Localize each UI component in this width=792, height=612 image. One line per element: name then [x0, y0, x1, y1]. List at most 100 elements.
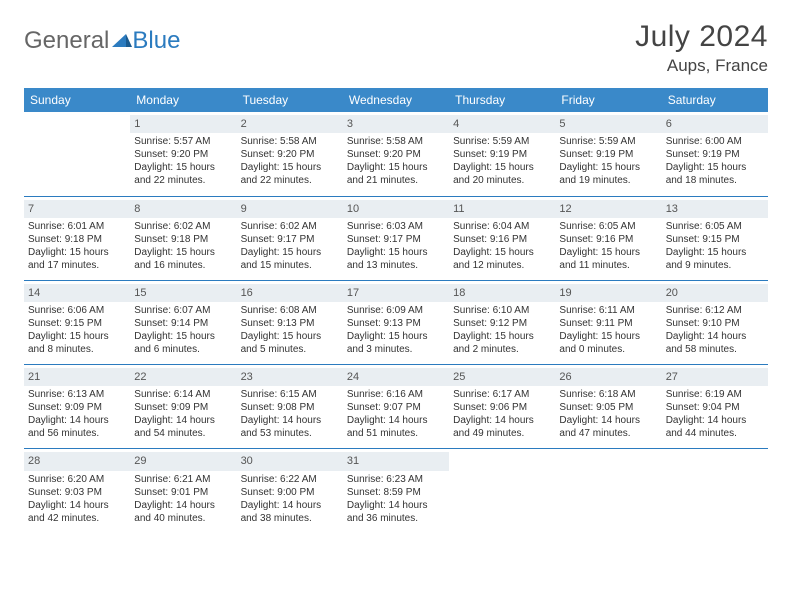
day-details: Sunrise: 5:58 AMSunset: 9:20 PMDaylight:… — [347, 135, 445, 187]
day-detail-line: and 2 minutes. — [453, 343, 551, 356]
day-detail-line: Sunset: 9:06 PM — [453, 401, 551, 414]
day-detail-line: Daylight: 15 hours — [453, 330, 551, 343]
logo-mark-icon — [112, 28, 132, 52]
month-title: July 2024 — [635, 20, 768, 54]
day-number: 10 — [343, 200, 449, 218]
day-detail-line: and 40 minutes. — [134, 512, 232, 525]
day-number: 9 — [237, 200, 343, 218]
day-number: 29 — [130, 452, 236, 470]
day-detail-line: and 12 minutes. — [453, 259, 551, 272]
day-detail-line: Sunrise: 6:02 AM — [241, 220, 339, 233]
day-detail-line: Sunrise: 6:23 AM — [347, 473, 445, 486]
logo: GeneralBlue — [24, 20, 180, 54]
calendar-cell: 8Sunrise: 6:02 AMSunset: 9:18 PMDaylight… — [130, 196, 236, 280]
calendar-cell: 25Sunrise: 6:17 AMSunset: 9:06 PMDayligh… — [449, 365, 555, 449]
calendar-cell: 22Sunrise: 6:14 AMSunset: 9:09 PMDayligh… — [130, 365, 236, 449]
day-detail-line: Sunrise: 6:10 AM — [453, 304, 551, 317]
day-detail-line: Sunrise: 6:14 AM — [134, 388, 232, 401]
day-detail-line: Sunrise: 5:59 AM — [453, 135, 551, 148]
weekday-header: Friday — [555, 88, 661, 112]
day-detail-line: and 20 minutes. — [453, 174, 551, 187]
day-detail-line: and 56 minutes. — [28, 427, 126, 440]
calendar-cell: 24Sunrise: 6:16 AMSunset: 9:07 PMDayligh… — [343, 365, 449, 449]
day-detail-line: Daylight: 15 hours — [559, 161, 657, 174]
day-detail-line: Sunset: 9:01 PM — [134, 486, 232, 499]
day-details: Sunrise: 6:05 AMSunset: 9:15 PMDaylight:… — [666, 220, 764, 272]
day-detail-line: Daylight: 14 hours — [559, 414, 657, 427]
day-number: 27 — [662, 368, 768, 386]
logo-text-2: Blue — [132, 29, 180, 53]
calendar-cell: 9Sunrise: 6:02 AMSunset: 9:17 PMDaylight… — [237, 196, 343, 280]
day-detail-line: and 22 minutes. — [134, 174, 232, 187]
day-detail-line: Sunset: 9:19 PM — [453, 148, 551, 161]
day-detail-line: Daylight: 14 hours — [134, 414, 232, 427]
day-detail-line: Sunrise: 6:07 AM — [134, 304, 232, 317]
day-details: Sunrise: 6:04 AMSunset: 9:16 PMDaylight:… — [453, 220, 551, 272]
calendar-body: 1Sunrise: 5:57 AMSunset: 9:20 PMDaylight… — [24, 112, 768, 533]
day-detail-line: and 22 minutes. — [241, 174, 339, 187]
calendar-cell: 18Sunrise: 6:10 AMSunset: 9:12 PMDayligh… — [449, 280, 555, 364]
day-detail-line: Sunrise: 6:11 AM — [559, 304, 657, 317]
title-block: July 2024 Aups, France — [635, 20, 768, 76]
calendar-cell: 28Sunrise: 6:20 AMSunset: 9:03 PMDayligh… — [24, 449, 130, 533]
day-detail-line: Sunset: 9:04 PM — [666, 401, 764, 414]
day-detail-line: and 53 minutes. — [241, 427, 339, 440]
day-detail-line: and 44 minutes. — [666, 427, 764, 440]
day-detail-line: Daylight: 15 hours — [559, 330, 657, 343]
day-detail-line: Sunrise: 6:05 AM — [666, 220, 764, 233]
calendar-header-row: Sunday Monday Tuesday Wednesday Thursday… — [24, 88, 768, 112]
day-detail-line: Sunset: 9:13 PM — [241, 317, 339, 330]
day-number: 6 — [662, 115, 768, 133]
day-details: Sunrise: 6:09 AMSunset: 9:13 PMDaylight:… — [347, 304, 445, 356]
day-detail-line: Sunrise: 6:01 AM — [28, 220, 126, 233]
day-detail-line: and 19 minutes. — [559, 174, 657, 187]
weekday-header: Monday — [130, 88, 236, 112]
calendar-cell — [555, 449, 661, 533]
calendar-cell: 27 Sunrise: 6:19 AMSunset: 9:04 PMDayligh… — [662, 365, 768, 449]
day-details: Sunrise: 6:19 AMSunset: 9:04 PMDaylight:… — [666, 388, 764, 440]
calendar-cell: 12Sunrise: 6:05 AMSunset: 9:16 PMDayligh… — [555, 196, 661, 280]
day-detail-line: Daylight: 15 hours — [347, 330, 445, 343]
calendar-cell: 5Sunrise: 5:59 AMSunset: 9:19 PMDaylight… — [555, 112, 661, 196]
day-details: Sunrise: 6:11 AMSunset: 9:11 PMDaylight:… — [559, 304, 657, 356]
weekday-header: Tuesday — [237, 88, 343, 112]
calendar-cell: 16Sunrise: 6:08 AMSunset: 9:13 PMDayligh… — [237, 280, 343, 364]
day-details: Sunrise: 6:14 AMSunset: 9:09 PMDaylight:… — [134, 388, 232, 440]
calendar-cell: 1Sunrise: 5:57 AMSunset: 9:20 PMDaylight… — [130, 112, 236, 196]
day-detail-line: Sunset: 9:07 PM — [347, 401, 445, 414]
day-detail-line: and 47 minutes. — [559, 427, 657, 440]
day-details: Sunrise: 6:07 AMSunset: 9:14 PMDaylight:… — [134, 304, 232, 356]
calendar-cell: 11 Sunrise: 6:04 AMSunset: 9:16 PMDayligh… — [449, 196, 555, 280]
day-detail-line: and 9 minutes. — [666, 259, 764, 272]
day-detail-line: Sunrise: 6:13 AM — [28, 388, 126, 401]
calendar-cell: 20Sunrise: 6:12 AMSunset: 9:10 PMDayligh… — [662, 280, 768, 364]
calendar-cell: 10Sunrise: 6:03 AMSunset: 9:17 PMDayligh… — [343, 196, 449, 280]
day-detail-line: Sunset: 8:59 PM — [347, 486, 445, 499]
day-detail-line: Sunrise: 6:03 AM — [347, 220, 445, 233]
day-detail-line: Daylight: 15 hours — [241, 330, 339, 343]
day-detail-line: Daylight: 15 hours — [666, 246, 764, 259]
calendar-cell: 29Sunrise: 6:21 AMSunset: 9:01 PMDayligh… — [130, 449, 236, 533]
day-detail-line: Daylight: 15 hours — [134, 161, 232, 174]
day-detail-line: Sunrise: 6:20 AM — [28, 473, 126, 486]
day-detail-line: and 6 minutes. — [134, 343, 232, 356]
day-number: 21 — [24, 368, 130, 386]
day-details: Sunrise: 6:00 AMSunset: 9:19 PMDaylight:… — [666, 135, 764, 187]
calendar-cell: 31Sunrise: 6:23 AMSunset: 8:59 PMDayligh… — [343, 449, 449, 533]
day-detail-line: and 3 minutes. — [347, 343, 445, 356]
day-number: 26 — [555, 368, 661, 386]
day-detail-line: Sunset: 9:20 PM — [347, 148, 445, 161]
day-detail-line: Daylight: 14 hours — [666, 414, 764, 427]
calendar-cell: 26Sunrise: 6:18 AMSunset: 9:05 PMDayligh… — [555, 365, 661, 449]
day-detail-line: Sunset: 9:18 PM — [28, 233, 126, 246]
calendar-cell: 23Sunrise: 6:15 AMSunset: 9:08 PMDayligh… — [237, 365, 343, 449]
day-number: 14 — [24, 284, 130, 302]
day-detail-line: Sunset: 9:15 PM — [28, 317, 126, 330]
day-detail-line: Sunrise: 6:02 AM — [134, 220, 232, 233]
day-detail-line: and 58 minutes. — [666, 343, 764, 356]
day-detail-line: Daylight: 15 hours — [453, 161, 551, 174]
calendar-cell: 4Sunrise: 5:59 AMSunset: 9:19 PMDaylight… — [449, 112, 555, 196]
day-details: Sunrise: 6:01 AMSunset: 9:18 PMDaylight:… — [28, 220, 126, 272]
day-number: 11 — [449, 200, 555, 218]
day-detail-line: Sunrise: 6:05 AM — [559, 220, 657, 233]
